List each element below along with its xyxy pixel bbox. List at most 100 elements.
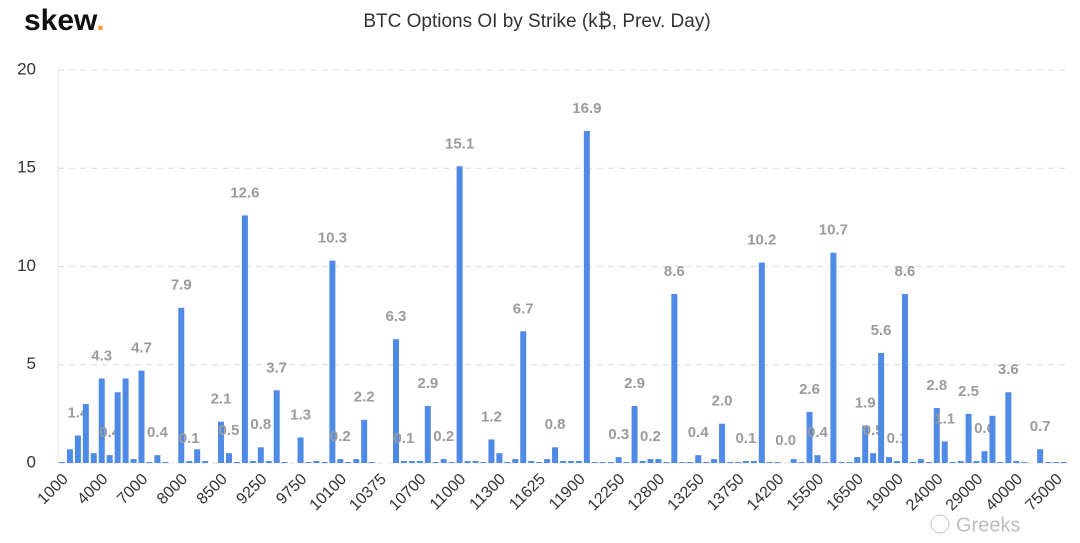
value-label: 2.2 — [354, 389, 375, 406]
bar — [440, 459, 447, 463]
value-label: 0.0 — [775, 432, 796, 449]
bar — [822, 462, 829, 463]
value-label: 2.1 — [211, 391, 232, 408]
value-label: 2.6 — [799, 381, 820, 398]
bar — [74, 435, 81, 463]
bar — [66, 449, 73, 463]
value-label: 4.3 — [91, 347, 112, 364]
bar — [663, 462, 670, 463]
bar — [647, 459, 654, 463]
value-label: 0.7 — [1030, 418, 1051, 435]
bar — [878, 352, 885, 463]
bar — [552, 447, 559, 463]
bar — [973, 461, 980, 463]
bar — [719, 423, 726, 463]
bar — [273, 390, 280, 463]
bar — [949, 462, 956, 463]
x-tick-label: 10375 — [346, 471, 390, 515]
value-label: 5.6 — [871, 322, 892, 339]
bar — [1013, 461, 1020, 463]
bar — [965, 413, 972, 463]
y-tick-label: 20 — [17, 59, 36, 78]
x-tick-label: 10700 — [386, 471, 430, 515]
bar — [488, 439, 495, 463]
bar — [655, 459, 662, 463]
bar — [703, 462, 710, 463]
bar — [599, 462, 606, 463]
value-label: 3.7 — [266, 359, 287, 376]
bar — [265, 461, 272, 463]
x-tick-label: 14200 — [744, 471, 788, 515]
bar — [981, 451, 988, 463]
value-label: 8.6 — [664, 263, 685, 280]
watermark-icon — [930, 514, 950, 534]
bar — [997, 462, 1004, 463]
bar — [448, 462, 455, 463]
bar — [560, 461, 566, 463]
bar — [361, 419, 368, 463]
value-label: 7.9 — [171, 277, 192, 294]
x-tick-label: 10100 — [307, 471, 351, 515]
bar — [583, 130, 590, 464]
bar — [146, 462, 153, 463]
value-label: 0.2 — [640, 428, 661, 445]
bar — [894, 461, 901, 463]
bar — [225, 453, 232, 463]
value-label: 1.1 — [934, 410, 955, 427]
bar — [909, 462, 916, 463]
value-label: 0.8 — [250, 416, 271, 433]
x-tick-label: 13250 — [665, 471, 709, 515]
bar — [512, 459, 519, 463]
bar — [846, 462, 853, 463]
x-tick-label: 75000 — [1022, 471, 1066, 515]
bar — [790, 459, 797, 463]
value-label: 15.1 — [445, 135, 474, 152]
bar — [496, 453, 503, 463]
bar — [591, 462, 598, 463]
bar — [1005, 392, 1012, 463]
bar — [345, 462, 352, 463]
value-label: 2.9 — [417, 375, 438, 392]
value-label: 16.9 — [572, 100, 601, 117]
value-label: 0.4 — [688, 424, 710, 441]
value-label: 10.7 — [819, 222, 848, 239]
bar — [186, 461, 193, 463]
bar — [711, 459, 718, 463]
x-tick-label: 29000 — [943, 471, 987, 515]
x-tick-label: 11625 — [506, 471, 549, 514]
bar — [1061, 462, 1068, 463]
x-tick-label: 40000 — [983, 471, 1027, 515]
bar — [162, 462, 169, 463]
bar — [862, 425, 869, 463]
bar — [727, 462, 734, 463]
value-label: 0.2 — [433, 428, 454, 445]
x-tick-label: 8000 — [154, 471, 191, 508]
bar — [313, 461, 320, 463]
x-tick-label: 13750 — [704, 471, 748, 515]
x-tick-label: 12800 — [625, 471, 669, 515]
value-label: 1.9 — [855, 395, 876, 412]
x-tick-label: 12250 — [585, 471, 629, 515]
bar — [870, 453, 877, 463]
bar — [329, 260, 336, 463]
value-label: 0.1 — [735, 430, 756, 447]
x-tick-label: 9750 — [273, 471, 310, 508]
bar — [830, 252, 837, 463]
bar — [679, 462, 686, 463]
bar — [424, 406, 431, 463]
x-tick-label: 16500 — [824, 471, 868, 515]
bar — [130, 459, 137, 463]
value-label: 0.2 — [330, 428, 351, 445]
bar — [58, 462, 65, 463]
bar — [369, 462, 376, 463]
value-label: 8.6 — [895, 263, 916, 280]
bar — [504, 462, 511, 463]
x-tick-label: 11900 — [546, 471, 589, 514]
value-label: 10.2 — [747, 232, 776, 249]
bar — [464, 461, 471, 463]
bar — [639, 461, 646, 463]
bar — [106, 455, 113, 463]
bar — [520, 331, 527, 463]
x-tick-label: 8500 — [194, 471, 231, 508]
bar — [1053, 462, 1060, 463]
